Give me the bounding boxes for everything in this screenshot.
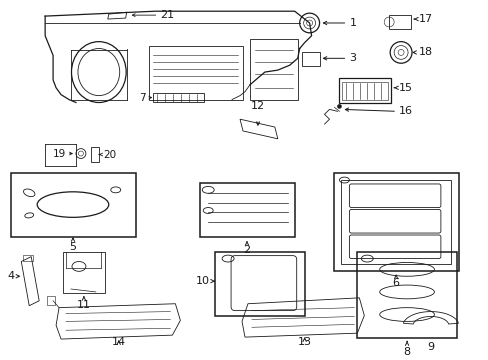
Text: 12: 12 [250,101,264,111]
Bar [215,252,304,315]
Text: 13: 13 [297,337,311,347]
Bar [339,78,390,103]
Bar [342,82,387,100]
Text: 20: 20 [102,149,116,159]
Bar [301,53,319,66]
Bar [91,147,99,162]
Text: 9: 9 [427,342,434,352]
Bar [63,252,104,293]
Bar [249,39,297,100]
Text: 10: 10 [196,276,210,286]
Bar [334,173,458,271]
Bar [11,173,135,237]
Bar [200,183,294,237]
Text: 11: 11 [77,297,91,310]
Text: 19: 19 [53,149,66,158]
Text: 5: 5 [69,238,76,252]
Text: 17: 17 [418,14,432,24]
Text: 4: 4 [8,271,15,281]
Text: 6: 6 [392,275,399,288]
Text: 3: 3 [349,53,356,63]
Text: 14: 14 [111,337,125,347]
Bar [341,180,450,265]
Bar [357,252,456,338]
Text: 16: 16 [398,106,412,116]
Bar [152,93,204,103]
Bar [388,15,410,29]
Text: 15: 15 [398,83,412,93]
Text: 21: 21 [160,10,174,20]
Bar [148,46,243,100]
Circle shape [337,104,341,108]
Text: 7: 7 [139,93,145,103]
Bar [47,296,55,305]
Text: 2: 2 [243,242,250,255]
Text: 1: 1 [349,18,356,28]
Bar [23,255,33,261]
Text: 18: 18 [418,48,432,58]
Text: 8: 8 [403,341,410,357]
